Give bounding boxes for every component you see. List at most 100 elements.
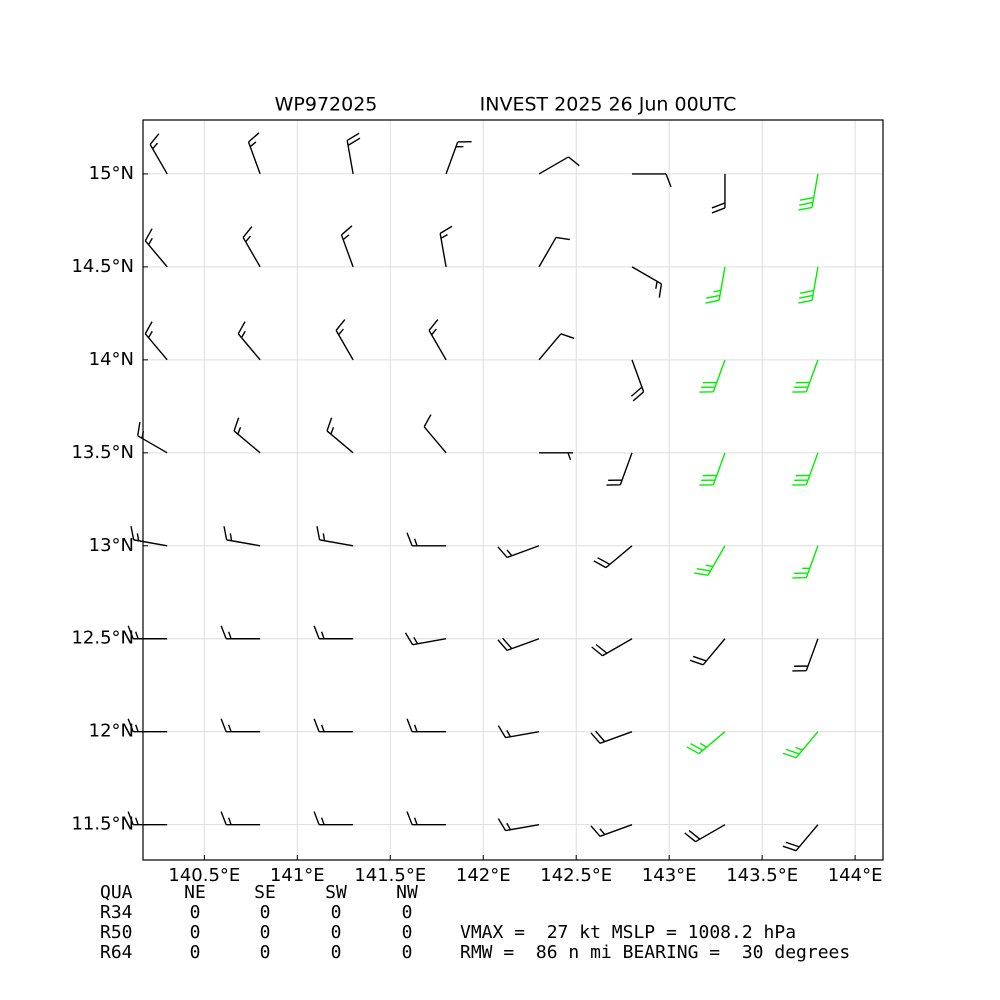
label: MSLP = (612, 922, 677, 943)
wind-barb (497, 637, 540, 652)
wind-barb (684, 824, 726, 843)
y-tick-label: 12°N (89, 721, 134, 742)
wind-barb (223, 526, 261, 547)
wind-barb (630, 359, 645, 402)
cell: R64 (100, 942, 133, 963)
cell: SW (325, 882, 347, 903)
value: 30 (742, 942, 764, 963)
wind-barb (631, 173, 672, 188)
cell: 0 (260, 942, 271, 963)
wind-barb (591, 638, 633, 657)
wind-barb (428, 319, 447, 361)
wind-barb (792, 359, 819, 393)
value: 86 (536, 942, 558, 963)
wind-barb (130, 526, 168, 547)
wind-barb (423, 414, 447, 454)
wind-barb (237, 321, 261, 361)
x-tick-label: 141°E (270, 865, 325, 886)
table-header: QUA (100, 882, 133, 903)
label: n mi (568, 942, 611, 963)
wind-barb (689, 638, 726, 666)
label: hPa (764, 922, 797, 943)
wind-barb (798, 173, 819, 211)
x-tick-label: 142.5°E (540, 865, 612, 886)
wind-barb (445, 141, 472, 175)
wind-barb (220, 811, 261, 826)
wind-barb (497, 818, 540, 832)
wind-barb (538, 333, 575, 361)
cell: 0 (402, 922, 413, 943)
quadrant-table: QUA NE SE SW NW (100, 882, 418, 903)
wind-barb (144, 321, 168, 361)
plot-area (127, 120, 883, 860)
cell: 0 (260, 922, 271, 943)
label: degrees (774, 942, 850, 963)
label: BEARING = (623, 942, 721, 963)
wind-barb (127, 718, 168, 733)
wind-barb (313, 625, 354, 640)
y-tick-label: 14°N (89, 349, 134, 370)
wind-barb (606, 452, 633, 486)
cell: 0 (331, 942, 342, 963)
cell: SE (254, 882, 276, 903)
wind-barb (593, 545, 633, 569)
wind-barb (313, 811, 354, 826)
wind-barb (406, 811, 447, 826)
wind-barb (590, 730, 633, 744)
y-tick-label: 14.5°N (71, 256, 134, 277)
y-tick-label: 13°N (89, 535, 134, 556)
wind-barb (404, 632, 447, 646)
x-tick-label: 143.5°E (726, 865, 798, 886)
cell: NW (396, 882, 418, 903)
wind-barb (233, 417, 261, 454)
cell: R50 (100, 922, 133, 943)
x-tick-label: 143°E (642, 865, 697, 886)
y-tick-label: 12.5°N (71, 628, 134, 649)
x-tick-label: 141.5°E (354, 865, 426, 886)
wind-barb (798, 266, 819, 304)
x-tick-label: 142°E (456, 865, 511, 886)
x-tick-label: 140.5°E (168, 865, 240, 886)
wind-barb (439, 225, 453, 268)
cell: 0 (260, 902, 271, 923)
wind-barb (144, 228, 168, 268)
wind-barb (694, 545, 726, 576)
title-right: INVEST 2025 26 Jun 00UTC (480, 94, 737, 116)
wind-barb (686, 731, 726, 755)
wind-barb (406, 532, 447, 547)
wind-barb (497, 545, 540, 559)
y-tick-label: 13.5°N (71, 442, 134, 463)
wind-barb (792, 545, 819, 579)
wind-barb (242, 226, 261, 268)
y-tick-label: 11.5°N (71, 814, 134, 835)
wind-barb (590, 824, 633, 837)
wind-barb (538, 156, 580, 175)
frame (142, 119, 884, 861)
label: RMW = (460, 942, 514, 963)
x-tick-label: 144°E (828, 865, 883, 886)
wind-barb (220, 625, 261, 640)
wind-barb (792, 452, 819, 486)
wind-barb (220, 718, 261, 733)
wind-barb (711, 173, 726, 214)
wind-barb (149, 133, 168, 175)
cell: 0 (331, 922, 342, 943)
cell: 0 (331, 902, 342, 923)
wind-barb (497, 725, 540, 739)
wind-barb (782, 731, 819, 759)
cell: NE (184, 882, 206, 903)
wind-barb (335, 319, 354, 361)
wind-barb (792, 638, 819, 672)
value: 1008.2 (688, 922, 753, 943)
wind-barb (705, 266, 726, 304)
cell: 0 (190, 922, 201, 943)
wind-barb (538, 236, 570, 268)
wind-barb (247, 132, 261, 175)
wind-barb (316, 526, 354, 547)
wind-barb (539, 452, 574, 461)
label: kt (579, 922, 601, 943)
label: VMAX = (460, 922, 525, 943)
wind-barb (346, 132, 361, 175)
wind-barb (631, 266, 663, 298)
